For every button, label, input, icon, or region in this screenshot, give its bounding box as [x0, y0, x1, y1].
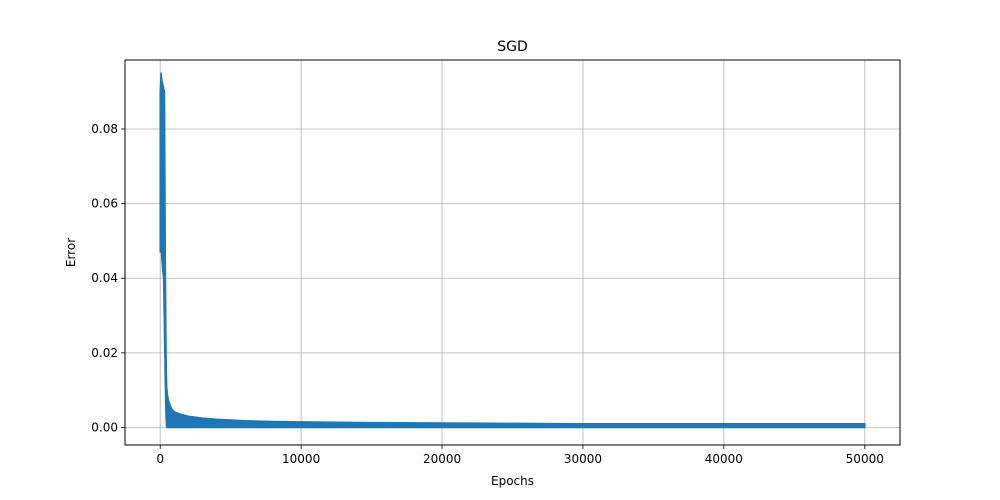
x-tick-label: 10000: [282, 452, 320, 466]
x-axis-label: Epochs: [491, 474, 534, 488]
y-tick-label: 0.02: [91, 346, 118, 360]
chart-title: SGD: [497, 39, 528, 55]
series-envelope: [159, 72, 866, 429]
y-axis-label: Error: [64, 238, 78, 267]
ticks: 0 10000 20000 30000 40000 50000 0.00 0.02 0.04 0.…: [91, 122, 884, 466]
y-tick-label: 0.00: [91, 420, 118, 434]
y-tick-label: 0.04: [91, 271, 118, 285]
x-tick-label: 50000: [846, 452, 884, 466]
y-tick-label: 0.08: [91, 122, 118, 136]
x-tick-label: 30000: [564, 452, 602, 466]
series-line: [159, 156, 865, 427]
grid: [125, 60, 900, 445]
x-tick-label: 0: [156, 452, 164, 466]
x-tick-label: 40000: [705, 452, 743, 466]
x-tick-label: 20000: [423, 452, 461, 466]
plot-area: [159, 72, 866, 429]
axes-frame: [124, 59, 901, 446]
y-tick-label: 0.06: [91, 197, 118, 211]
